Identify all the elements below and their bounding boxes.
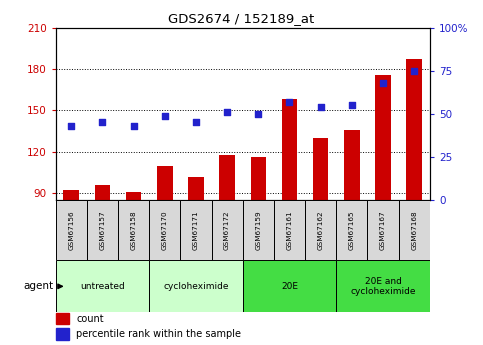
Bar [95,185,110,200]
Text: GSM67165: GSM67165 [349,210,355,250]
Point [192,120,200,125]
Bar [375,75,391,200]
Text: GSM67157: GSM67157 [99,210,105,250]
Bar [368,200,398,260]
Text: GSM67171: GSM67171 [193,210,199,250]
Bar [188,177,204,200]
Text: 20E and
cycloheximide: 20E and cycloheximide [350,277,416,296]
Bar [274,200,305,260]
Bar [149,260,242,312]
Point [129,123,137,129]
Bar [305,200,336,260]
Bar [56,328,69,340]
Text: GSM67170: GSM67170 [162,210,168,250]
Bar [212,200,242,260]
Text: GSM67168: GSM67168 [411,210,417,250]
Bar [282,99,298,200]
Text: agent: agent [23,282,53,291]
Bar [56,260,149,312]
Point [379,80,387,86]
Text: percentile rank within the sample: percentile rank within the sample [76,329,241,339]
Bar [344,130,360,200]
Point [317,104,325,110]
Bar [219,155,235,200]
Text: GSM67172: GSM67172 [224,210,230,250]
Text: GSM67156: GSM67156 [68,210,74,250]
Text: count: count [76,314,104,324]
Bar [313,138,328,200]
Point [99,120,106,125]
Bar [407,59,422,200]
Bar [157,166,172,200]
Bar [251,157,266,200]
Point [348,102,356,108]
Point [223,109,231,115]
Bar [87,200,118,260]
Bar [149,200,180,260]
Text: GSM67161: GSM67161 [286,210,293,250]
Text: GSM67159: GSM67159 [256,210,261,250]
Bar [56,313,69,324]
Point [411,68,418,73]
Bar [63,190,79,200]
Point [255,111,262,117]
Bar [118,200,149,260]
Bar [56,200,87,260]
Bar [180,200,212,260]
Text: cycloheximide: cycloheximide [163,282,228,291]
Bar [336,200,368,260]
Text: untreated: untreated [80,282,125,291]
Text: GSM67162: GSM67162 [318,210,324,250]
Bar [126,192,142,200]
Text: GSM67167: GSM67167 [380,210,386,250]
Text: GDS2674 / 152189_at: GDS2674 / 152189_at [169,12,314,25]
Bar [242,260,336,312]
Text: GSM67158: GSM67158 [130,210,137,250]
Text: 20E: 20E [281,282,298,291]
Point [161,113,169,118]
Point [285,99,293,105]
Bar [398,200,430,260]
Point [67,123,75,129]
Bar [336,260,430,312]
Bar [242,200,274,260]
